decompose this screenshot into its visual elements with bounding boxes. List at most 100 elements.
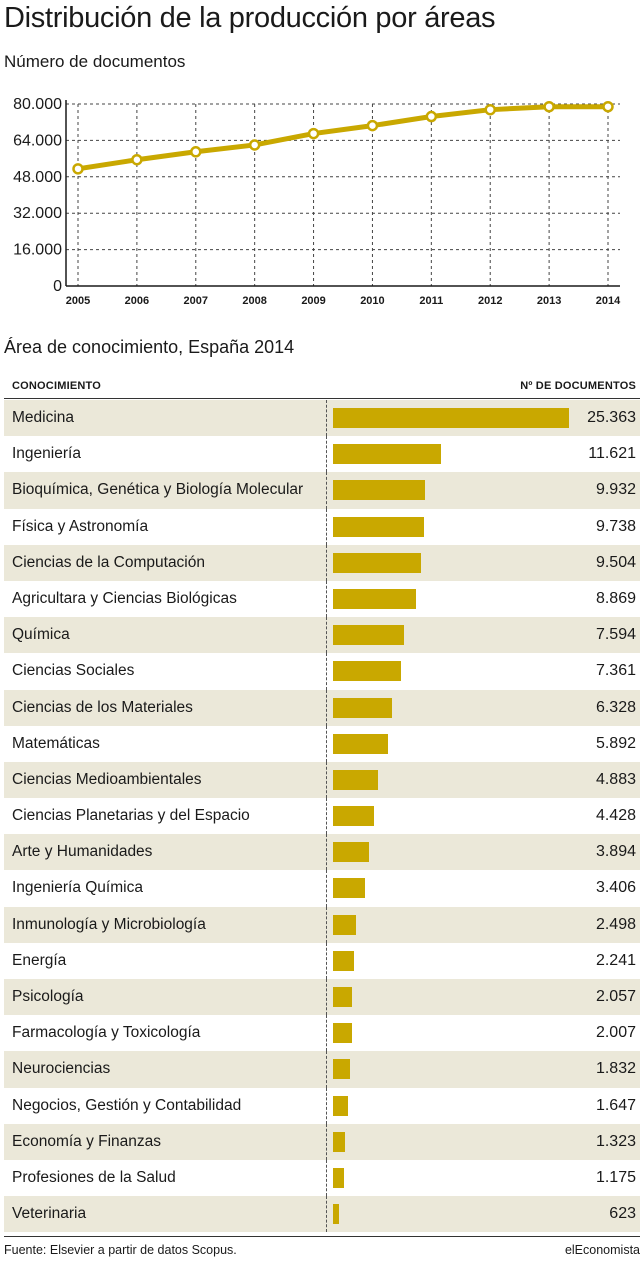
column-header-documents: Nº DE DOCUMENTOS [520,380,636,392]
bar [333,661,402,682]
row-value: 2.057 [595,988,636,1005]
table-row: Profesiones de la Salud 1.175 [4,1159,641,1197]
row-label: Química [12,626,70,644]
row-label: Ciencias de la Computación [12,553,205,571]
bar [333,878,365,899]
bar-area [326,472,641,509]
bar [333,733,388,754]
row-label: Ciencias de los Materiales [12,698,193,716]
x-tick-label: 2005 [66,295,90,307]
row-label: Negocios, Gestión y Contabilidad [12,1096,242,1114]
bar-area [326,689,641,726]
row-value: 1.323 [595,1132,636,1150]
bar-area [326,1087,641,1124]
bar [333,516,424,537]
table-row: Matemáticas 5.892 [4,725,640,762]
bar [333,769,379,790]
bar-area [326,580,641,618]
bar-area [326,1159,641,1197]
data-point [425,110,438,123]
row-label: Ciencias Medioambientales [12,770,202,788]
bar [333,408,569,428]
x-tick-label: 2013 [537,295,561,307]
y-tick-label: 16.000 [13,242,62,259]
data-point [248,139,261,151]
row-value: 623 [609,1205,636,1223]
table-row: Ingeniería 11.621 [4,436,640,473]
y-tick-label: 64.000 [13,132,62,149]
row-value: 11.621 [588,445,636,463]
row-value: 1.175 [595,1168,636,1186]
table-row: Química 7.594 [4,617,641,654]
row-value: 9.504 [595,553,636,571]
bar-table-title: Área de conocimiento, España 2014 [4,337,295,357]
bar [333,588,416,609]
column-header-category: CONOCIMIENTO [12,380,101,392]
bar-area [326,906,641,943]
row-value: 3.406 [595,879,636,897]
row-label: Ingeniería [12,445,81,463]
data-point [131,153,143,166]
bar-area [326,979,641,1016]
x-tick-label: 2009 [301,295,325,307]
bar-table: Medicina 25.363 Ingeniería 11.621 Bioquímica… [4,400,641,1233]
bar-area [326,617,641,654]
table-row: Ciencias Sociales 7.361 [4,653,640,690]
row-value: 4.883 [595,770,636,788]
row-label: Psicología [12,988,84,1005]
row-label: Medicina [12,409,75,426]
chart-title: Distribución de la producción por áreas [4,2,496,34]
bar-area [326,508,641,545]
bar-area [326,1123,641,1160]
data-point [307,127,320,140]
bar [333,1167,344,1188]
table-top-rule [4,398,640,399]
table-row: Energía 2.241 [4,942,640,979]
brand-logo: elEconomista [564,1243,640,1257]
row-value: 9.932 [595,481,636,499]
row-label: Economía y Finanzas [12,1132,162,1150]
x-tick-label: 2014 [596,295,621,307]
bar [333,444,442,465]
row-value: 9.738 [595,517,636,535]
data-point [366,119,379,132]
y-tick-label: 0 [53,278,62,295]
table-bottom-rule [4,1236,640,1237]
row-label: Farmacología y Toxicología [12,1024,201,1042]
row-label: Matemáticas [12,734,100,752]
x-tick-label: 2011 [419,295,443,307]
data-point [190,146,202,158]
row-value: 7.361 [595,662,636,680]
row-value: 3.894 [595,843,636,861]
table-row: Neurociencias 1.832 [4,1051,640,1088]
row-value: 7.594 [595,626,636,644]
x-tick-label: 2010 [360,295,384,307]
row-value: 1.832 [595,1060,636,1078]
bar-area [326,400,641,437]
row-label: Agricultara y Ciencias Biológicas [12,589,237,607]
table-row: Ciencias de la Computación 9.504 [4,544,641,581]
row-label: Física y Astronomía [12,517,149,535]
bar [333,950,354,971]
row-label: Veterinaria [12,1205,87,1223]
row-value: 8.869 [595,589,636,607]
bar-area [326,834,641,871]
row-value: 2.498 [595,915,636,933]
table-row: Medicina 25.363 [4,400,641,437]
bar-area [326,544,641,581]
x-tick-label: 2008 [242,295,266,307]
bar [333,625,404,646]
y-tick-label: 80.000 [13,96,62,113]
row-label: Ciencias Planetarias y del Espacio [12,807,250,825]
bar [333,1059,351,1080]
source-note: Fuente: Elsevier a partir de datos Scopu… [4,1243,237,1257]
data-point [602,100,614,113]
chart-subtitle: Número de documentos [4,52,186,71]
bar-area [326,870,641,907]
row-value: 4.428 [595,807,636,825]
bar [333,552,422,573]
row-value: 2.007 [595,1024,636,1042]
row-label: Energía [12,951,67,969]
x-tick-label: 2007 [184,295,208,307]
row-label: Ciencias Sociales [12,662,135,680]
